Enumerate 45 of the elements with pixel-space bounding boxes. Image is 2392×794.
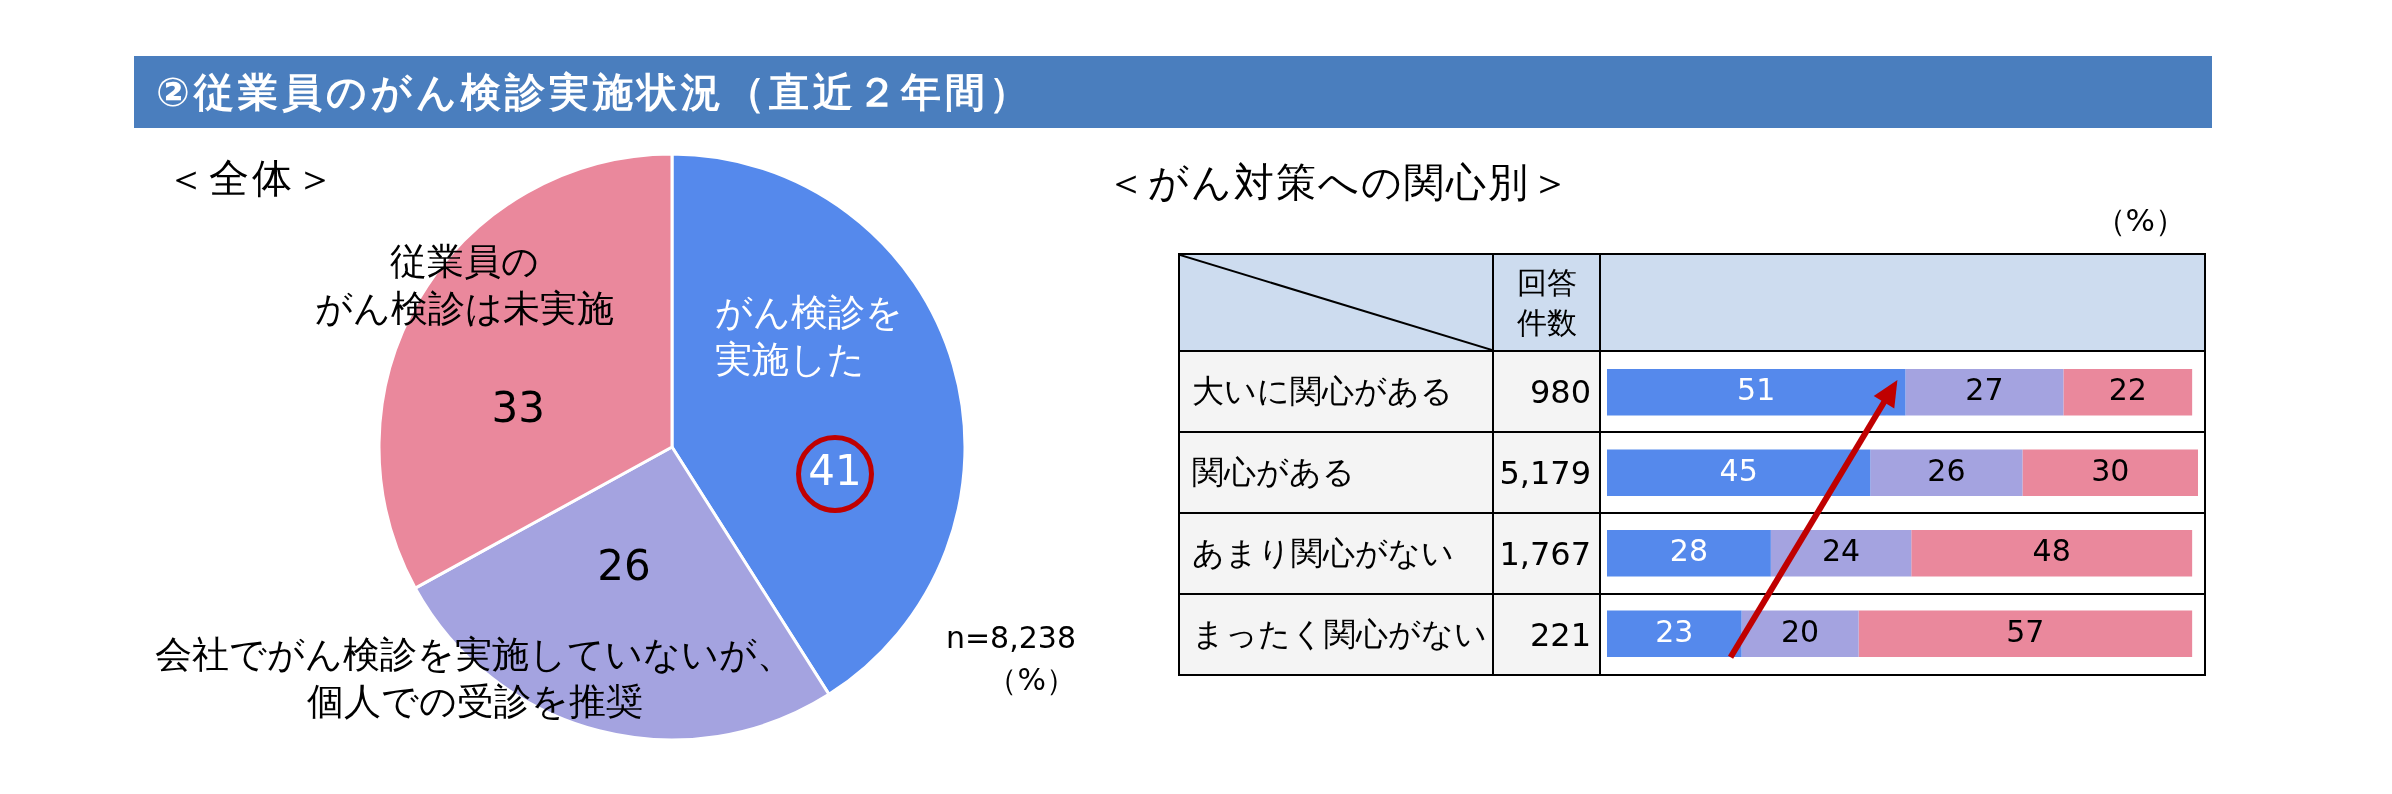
bar [1607,368,1906,416]
data-label: 26 [1927,452,1966,488]
bar [1905,368,2064,416]
y2-tick-label: 980 [1529,372,1591,411]
bar [1911,529,2193,577]
chart-subtitle: ＜全体＞ [166,155,338,201]
slice-label: 従業員のがん検診は未実施 [315,240,615,331]
data-label: 30 [2091,452,2130,488]
data-label: 27 [1965,372,2004,408]
chart-title: ＜がん対策への関心別＞ [1106,158,1572,206]
bar [1870,449,2023,497]
slice-label: 会社でがん検診を実施していないが、個人での受診を推奨 [155,633,795,724]
y2-tick-label: 1,767 [1499,534,1591,573]
bar [1607,529,1771,577]
text: （%） [2094,202,2186,238]
bar [1607,610,1742,658]
data-label: 26 [597,540,651,590]
data-label: 41 [808,445,862,495]
y-tick-label: 関心がある [1192,452,1355,491]
slice-label: がん検診を実施した [715,290,904,381]
data-label: 22 [2108,372,2147,408]
y-tick-label: あまり関心がない [1192,533,1454,572]
chart-title: ②従業員のがん検診実施状況（直近２年間） [156,69,1033,115]
data-label: 20 [1781,613,1820,649]
bar [2063,368,2193,416]
data-label: 45 [1719,452,1758,488]
data-label: 48 [2032,533,2071,569]
data-label: 24 [1821,533,1861,569]
bar [1741,610,1859,658]
data-label: 33 [491,382,545,432]
y2-tick-label: 221 [1529,615,1591,654]
text: n=8,238 [945,619,1076,657]
y-tick-label: 大いに関心がある [1192,371,1453,410]
y2-tick-label: 5,179 [1499,453,1591,492]
bar [1858,610,2193,658]
data-label: 51 [1737,372,1776,408]
bar [2022,449,2198,497]
y-tick-label: まったく関心がない [1192,614,1487,653]
bar [1607,449,1871,497]
data-label: 23 [1655,613,1694,649]
data-label: 28 [1669,533,1709,569]
y2-axis-title: 回答件数 [1515,263,1578,342]
data-label: 57 [2006,613,2045,649]
bar [1770,529,1912,577]
text: （%） [987,661,1076,699]
